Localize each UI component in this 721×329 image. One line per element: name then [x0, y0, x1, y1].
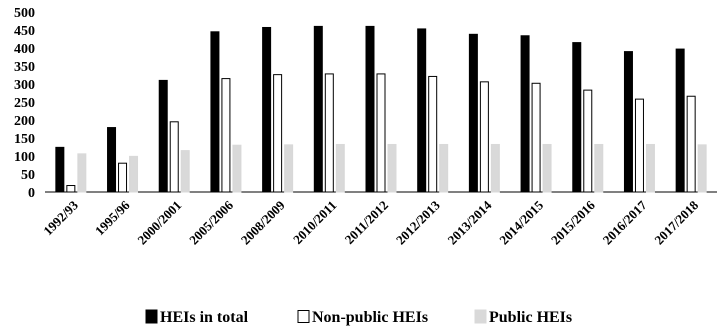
legend-swatch-public [474, 309, 487, 324]
bar-heis-in-total-11 [623, 51, 633, 193]
bar-non-public-heis-5 [324, 73, 334, 193]
bar-public-heis-11 [645, 143, 655, 193]
bar-public-heis-12 [697, 144, 707, 193]
x-tick-label: 2008/2009 [238, 197, 288, 247]
bar-non-public-heis-4 [273, 74, 283, 193]
bar-public-heis-9 [542, 143, 552, 193]
y-tick-label: 450 [14, 24, 35, 39]
x-tick-label: 2010/2011 [290, 198, 339, 247]
x-tick-label: 2005/2006 [186, 197, 236, 247]
x-tick-label: 2015/2016 [548, 197, 598, 247]
bar-heis-in-total-12 [675, 48, 685, 193]
bars [55, 25, 707, 193]
y-tick-label: 200 [14, 114, 35, 129]
x-tick-label: 2012/2013 [393, 197, 443, 247]
y-tick-label: 150 [14, 132, 35, 147]
bar-heis-in-total-8 [468, 33, 478, 193]
y-tick-label: 250 [14, 96, 35, 111]
legend-label-hei-total: HEIs in total [160, 309, 249, 326]
y-tick-label: 0 [28, 186, 35, 201]
bar-non-public-heis-12 [686, 95, 696, 193]
legend-label-non-public: Non-public HEIs [312, 309, 428, 326]
y-tick-label: 400 [14, 42, 35, 57]
bar-public-heis-2 [180, 150, 190, 193]
bar-non-public-heis-0 [66, 185, 76, 193]
legend-swatch-non-public [297, 310, 310, 323]
bar-public-heis-8 [490, 143, 500, 193]
y-tick-label: 350 [14, 60, 35, 75]
bar-heis-in-total-4 [262, 26, 272, 193]
y-tick-label: 50 [21, 168, 35, 183]
bar-heis-in-total-10 [572, 42, 582, 193]
y-tick-label: 500 [14, 6, 35, 21]
x-tick-label: 2011/2012 [342, 198, 391, 247]
y-axis-ticks: 0 50 100 150 200 250 300 350 400 450 500 [14, 6, 35, 201]
legend-swatch-hei-total [145, 309, 158, 324]
bar-heis-in-total-1 [107, 127, 117, 193]
y-tick-label: 100 [14, 150, 35, 165]
bar-non-public-heis-7 [428, 75, 438, 193]
bar-heis-in-total-3 [210, 31, 220, 193]
bar-public-heis-10 [594, 143, 604, 193]
bar-heis-in-total-7 [417, 28, 427, 193]
bar-public-heis-7 [439, 143, 449, 193]
x-tick-label: 1992/93 [40, 197, 81, 238]
legend-label-public: Public HEIs [489, 309, 572, 326]
bar-heis-in-total-2 [158, 79, 168, 193]
legend: HEIs in total Non-public HEIs Public HEI… [145, 309, 572, 326]
bar-heis-in-total-6 [365, 25, 375, 193]
bar-public-heis-5 [335, 143, 345, 193]
bar-non-public-heis-1 [118, 162, 128, 193]
x-tick-label: 2017/2018 [651, 197, 701, 247]
bar-non-public-heis-10 [583, 89, 593, 193]
y-tick-label: 300 [14, 78, 35, 93]
bar-heis-in-total-9 [520, 35, 530, 193]
bar-public-heis-6 [387, 143, 397, 193]
bar-heis-in-total-0 [55, 146, 65, 193]
bar-heis-in-total-5 [313, 25, 323, 193]
bar-non-public-heis-2 [169, 121, 179, 193]
bar-public-heis-3 [232, 144, 242, 193]
bar-non-public-heis-6 [376, 73, 386, 193]
bar-public-heis-1 [129, 155, 139, 193]
bar-public-heis-4 [284, 144, 294, 193]
bar-non-public-heis-9 [531, 82, 541, 193]
bar-non-public-heis-11 [634, 98, 644, 193]
x-axis-ticks: 1992/93 1995/96 2000/2001 2005/2006 2008/200… [40, 197, 701, 247]
x-tick-label: 1995/96 [92, 197, 133, 238]
bar-public-heis-0 [77, 153, 87, 193]
x-tick-label: 2013/2014 [445, 197, 495, 247]
bar-non-public-heis-8 [479, 81, 489, 193]
bar-non-public-heis-3 [221, 78, 231, 193]
x-tick-label: 2014/2015 [496, 197, 546, 247]
x-tick-label: 2016/2017 [600, 197, 650, 247]
x-tick-label: 2000/2001 [134, 198, 184, 248]
